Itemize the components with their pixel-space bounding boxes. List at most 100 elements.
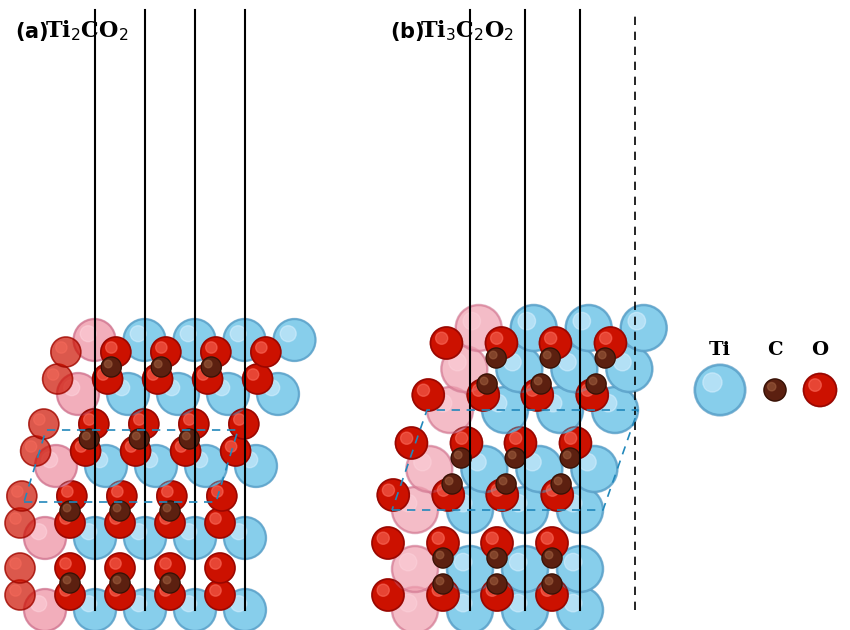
Circle shape [180,326,196,341]
Circle shape [74,517,116,559]
Text: Ti: Ti [709,341,731,359]
Circle shape [205,508,235,538]
Circle shape [131,596,147,612]
Circle shape [111,486,123,497]
Circle shape [509,432,522,444]
Circle shape [485,327,518,359]
Circle shape [468,379,499,411]
Circle shape [456,432,468,444]
Circle shape [107,373,149,415]
Circle shape [400,495,416,512]
Circle shape [160,573,180,593]
Circle shape [80,326,96,341]
Circle shape [197,369,209,380]
Circle shape [564,553,582,571]
Circle shape [571,446,617,492]
Circle shape [433,548,453,568]
Circle shape [377,479,409,511]
Circle shape [481,579,513,611]
Circle shape [462,446,507,492]
Circle shape [7,481,37,511]
Circle shape [768,382,776,391]
Circle shape [558,353,576,371]
Circle shape [620,305,666,351]
Circle shape [547,484,558,496]
Circle shape [205,553,235,583]
Circle shape [541,532,553,544]
Circle shape [433,574,453,594]
Circle shape [566,305,612,351]
Circle shape [436,551,444,559]
Circle shape [414,454,431,471]
Circle shape [392,487,438,533]
Circle shape [163,504,171,512]
Circle shape [628,312,645,330]
Circle shape [543,351,551,359]
Circle shape [205,580,235,610]
Circle shape [594,327,626,359]
Circle shape [179,429,199,449]
Circle shape [241,452,258,467]
Circle shape [557,587,603,630]
Circle shape [230,596,246,612]
Circle shape [508,451,516,459]
Circle shape [10,558,21,569]
Circle shape [576,379,609,411]
Circle shape [105,342,117,353]
Text: Ti$_3$C$_2$O$_2$: Ti$_3$C$_2$O$_2$ [420,18,514,43]
Circle shape [560,448,581,468]
Circle shape [98,369,109,380]
Circle shape [490,332,502,344]
Circle shape [499,477,507,485]
Circle shape [502,587,548,630]
Circle shape [442,474,462,494]
Circle shape [518,312,536,330]
Circle shape [79,409,109,439]
Circle shape [486,348,507,368]
Circle shape [121,436,150,466]
Circle shape [531,374,551,394]
Circle shape [234,414,245,425]
Circle shape [57,481,87,511]
Circle shape [490,577,498,585]
Circle shape [110,585,122,596]
Circle shape [434,394,452,412]
Circle shape [468,454,486,471]
Circle shape [581,384,593,396]
Circle shape [71,436,100,466]
Circle shape [183,432,190,440]
Circle shape [12,486,23,497]
Circle shape [435,332,448,344]
Circle shape [181,596,196,612]
Text: $\bf{(b)}$: $\bf{(b)}$ [390,20,424,43]
Circle shape [156,342,167,353]
Circle shape [205,360,212,368]
Circle shape [224,319,265,361]
Circle shape [445,477,453,485]
Circle shape [509,553,527,571]
Circle shape [110,501,130,521]
Circle shape [504,353,521,371]
Circle shape [178,409,209,439]
Circle shape [544,394,562,412]
Circle shape [606,346,652,392]
Circle shape [163,576,171,584]
Circle shape [372,527,404,559]
Circle shape [114,380,130,396]
Circle shape [193,364,223,394]
Circle shape [5,580,35,610]
Circle shape [412,379,445,411]
Circle shape [151,357,171,377]
Circle shape [427,579,459,611]
Circle shape [55,342,67,353]
Circle shape [55,508,85,538]
Circle shape [24,589,66,630]
Circle shape [537,387,583,433]
Circle shape [524,454,541,471]
Circle shape [541,584,553,596]
Circle shape [542,574,562,594]
Circle shape [486,479,518,511]
Circle shape [131,524,147,540]
Circle shape [81,524,97,540]
Circle shape [764,379,786,401]
